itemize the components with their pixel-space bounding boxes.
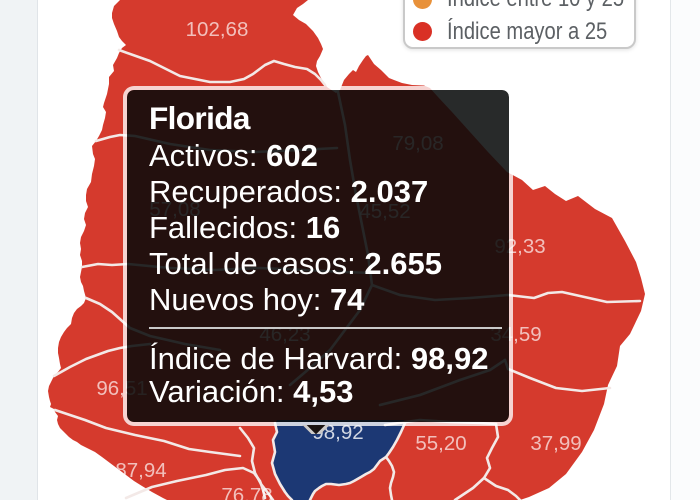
svg-text:102,68: 102,68	[186, 18, 249, 41]
svg-text:37,99: 37,99	[530, 432, 581, 455]
svg-text:55,20: 55,20	[415, 432, 466, 455]
svg-text:76,78: 76,78	[221, 484, 272, 500]
svg-text:87,94: 87,94	[115, 459, 166, 482]
